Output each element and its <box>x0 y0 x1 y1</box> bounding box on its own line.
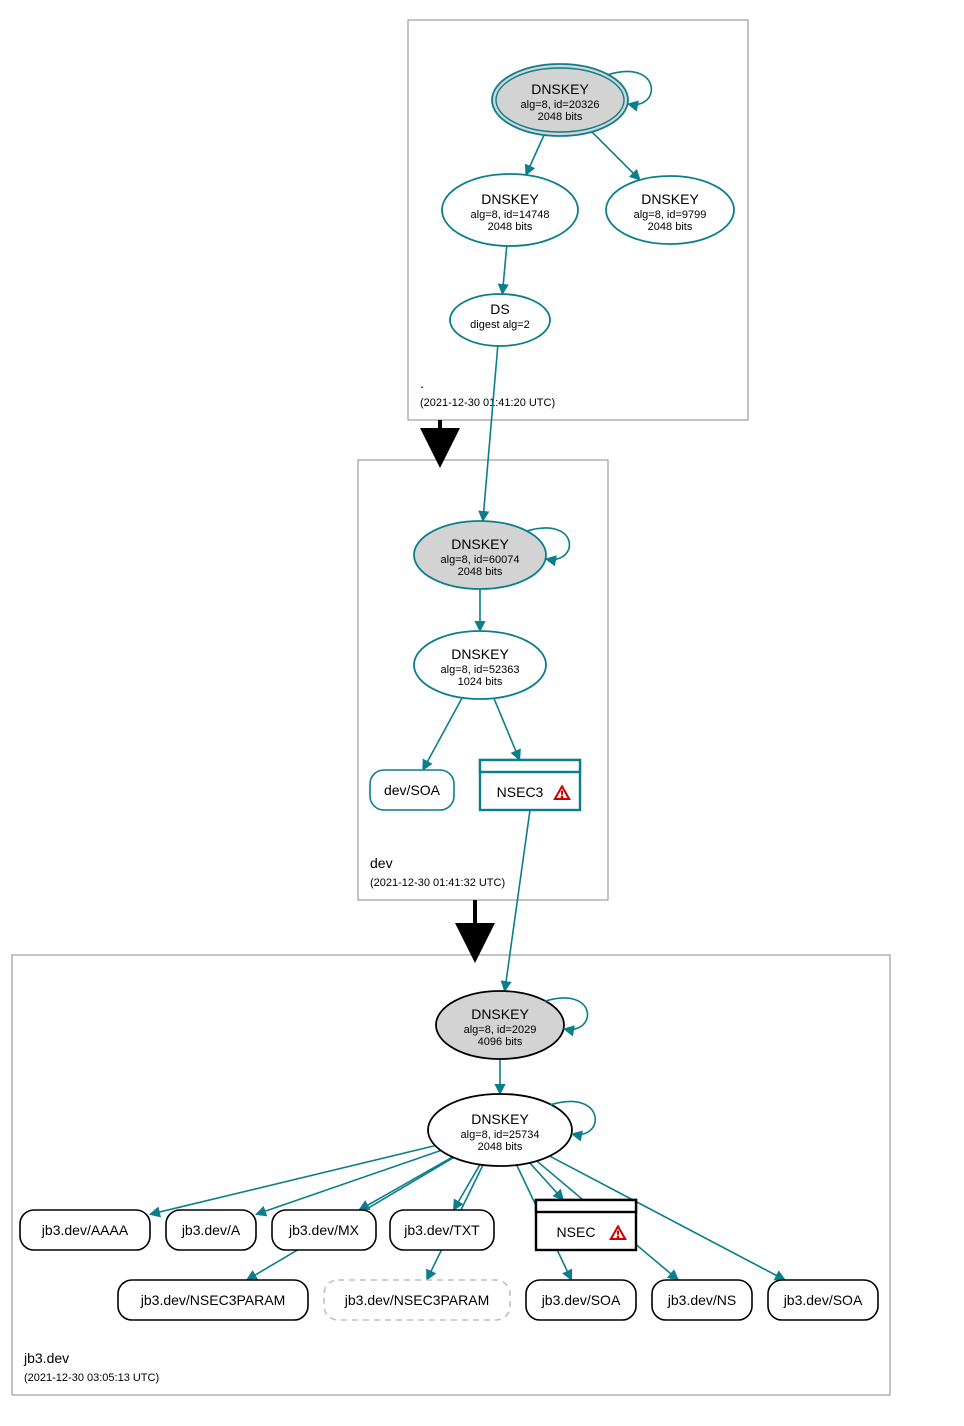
edge-root_zsk1-root_ds <box>502 246 506 294</box>
node-jb3_zsk: DNSKEY alg=8, id=257342048 bits <box>428 1094 595 1166</box>
node-line3: 2048 bits <box>478 1141 523 1153</box>
node-dev_ksk: DNSKEY alg=8, id=600742048 bits <box>414 521 569 589</box>
node-line3: 4096 bits <box>478 1036 523 1048</box>
rr-label: jb3.dev/SOA <box>783 1292 863 1308</box>
node-jb3_ns: jb3.dev/NS <box>652 1280 752 1320</box>
node-line2: alg=8, id=60074 <box>441 554 520 566</box>
node-root_ds: DS digest alg=2 <box>450 294 550 346</box>
node-dev_soa: dev/SOA <box>370 770 454 810</box>
node-line3: 2048 bits <box>458 566 503 578</box>
rr-label: jb3.dev/NSEC3PARAM <box>140 1292 285 1308</box>
nsec-label: NSEC3 <box>497 784 544 800</box>
node-jb3_soa2: jb3.dev/SOA <box>768 1280 878 1320</box>
dnssec-diagram: . (2021-12-30 01:41:20 UTC) dev (2021-12-30… <box>0 0 964 1426</box>
node-title: DNSKEY <box>471 1111 529 1127</box>
node-title: DNSKEY <box>451 646 509 662</box>
zone-timestamp-root: (2021-12-30 01:41:20 UTC) <box>420 397 555 409</box>
node-title: DS <box>490 301 509 317</box>
node-line2: alg=8, id=52363 <box>441 664 520 676</box>
node-title: DNSKEY <box>451 536 509 552</box>
rr-label: jb3.dev/NSEC3PARAM <box>344 1292 489 1308</box>
zone-label-root: . <box>420 375 424 391</box>
node-line3: 2048 bits <box>488 221 533 233</box>
zone-label-jb3: jb3.dev <box>23 1350 69 1366</box>
edge-root_ksk-root_zsk2 <box>592 132 640 180</box>
node-root_ksk: DNSKEY alg=8, id=203262048 bits <box>492 64 651 136</box>
node-jb3_aaaa: jb3.dev/AAAA <box>20 1210 150 1250</box>
rr-label: jb3.dev/A <box>181 1222 241 1238</box>
node-line3: 2048 bits <box>648 221 693 233</box>
node-jb3_nsec: NSEC <box>536 1200 636 1250</box>
node-jb3_ksk: DNSKEY alg=8, id=20294096 bits <box>436 991 587 1059</box>
nsec-label: NSEC <box>557 1224 596 1240</box>
edge-root_ds-dev_ksk <box>483 346 498 521</box>
node-title: DNSKEY <box>531 81 589 97</box>
edge-jb3_zsk-jb3_aaaa <box>150 1146 435 1215</box>
edge-root_ksk-root_zsk1 <box>526 135 544 175</box>
node-line2: alg=8, id=14748 <box>471 209 550 221</box>
rr-label: jb3.dev/NS <box>667 1292 736 1308</box>
node-line2: alg=8, id=20326 <box>521 99 600 111</box>
node-line2: alg=8, id=9799 <box>634 209 707 221</box>
node-title: DNSKEY <box>481 191 539 207</box>
rr-label: jb3.dev/MX <box>288 1222 360 1238</box>
node-jb3_mx: jb3.dev/MX <box>272 1210 376 1250</box>
edge-dev_zsk-dev_nsec3 <box>494 698 520 760</box>
edge-dev_zsk-dev_soa <box>423 698 462 770</box>
node-root_zsk1: DNSKEY alg=8, id=147482048 bits <box>442 174 578 246</box>
node-title: DNSKEY <box>471 1006 529 1022</box>
rr-label: jb3.dev/AAAA <box>41 1222 129 1238</box>
node-title: DNSKEY <box>641 191 699 207</box>
nodes-layer: DNSKEYalg=8, id=203262048 bitsDNSKEYalg=… <box>20 64 878 1320</box>
node-line2: digest alg=2 <box>470 319 530 331</box>
node-line3: 2048 bits <box>538 111 583 123</box>
node-jb3_a: jb3.dev/A <box>166 1210 256 1250</box>
node-root_zsk2: DNSKEY alg=8, id=97992048 bits <box>606 176 734 244</box>
node-line3: 1024 bits <box>458 676 503 688</box>
edge-jb3_zsk-jb3_mx <box>359 1157 452 1210</box>
rr-label: dev/SOA <box>384 782 441 798</box>
rr-label: jb3.dev/TXT <box>403 1222 480 1238</box>
zone-label-dev: dev <box>370 855 393 871</box>
node-line2: alg=8, id=25734 <box>461 1129 540 1141</box>
node-dev_zsk: DNSKEY alg=8, id=523631024 bits <box>414 631 546 699</box>
node-jb3_txt: jb3.dev/TXT <box>390 1210 494 1250</box>
node-jb3_n3p2: jb3.dev/NSEC3PARAM <box>324 1280 510 1320</box>
edge-jb3_zsk-jb3_txt <box>454 1165 480 1210</box>
zone-timestamp-jb3: (2021-12-30 03:05:13 UTC) <box>24 1372 159 1384</box>
node-jb3_soa1: jb3.dev/SOA <box>526 1280 636 1320</box>
node-dev_nsec3: NSEC3 <box>480 760 580 810</box>
node-line2: alg=8, id=2029 <box>464 1024 537 1036</box>
edge-devnsec3-jb3ksk <box>505 810 530 991</box>
node-jb3_n3p1: jb3.dev/NSEC3PARAM <box>118 1280 308 1320</box>
zone-timestamp-dev: (2021-12-30 01:41:32 UTC) <box>370 877 505 889</box>
rr-label: jb3.dev/SOA <box>541 1292 621 1308</box>
